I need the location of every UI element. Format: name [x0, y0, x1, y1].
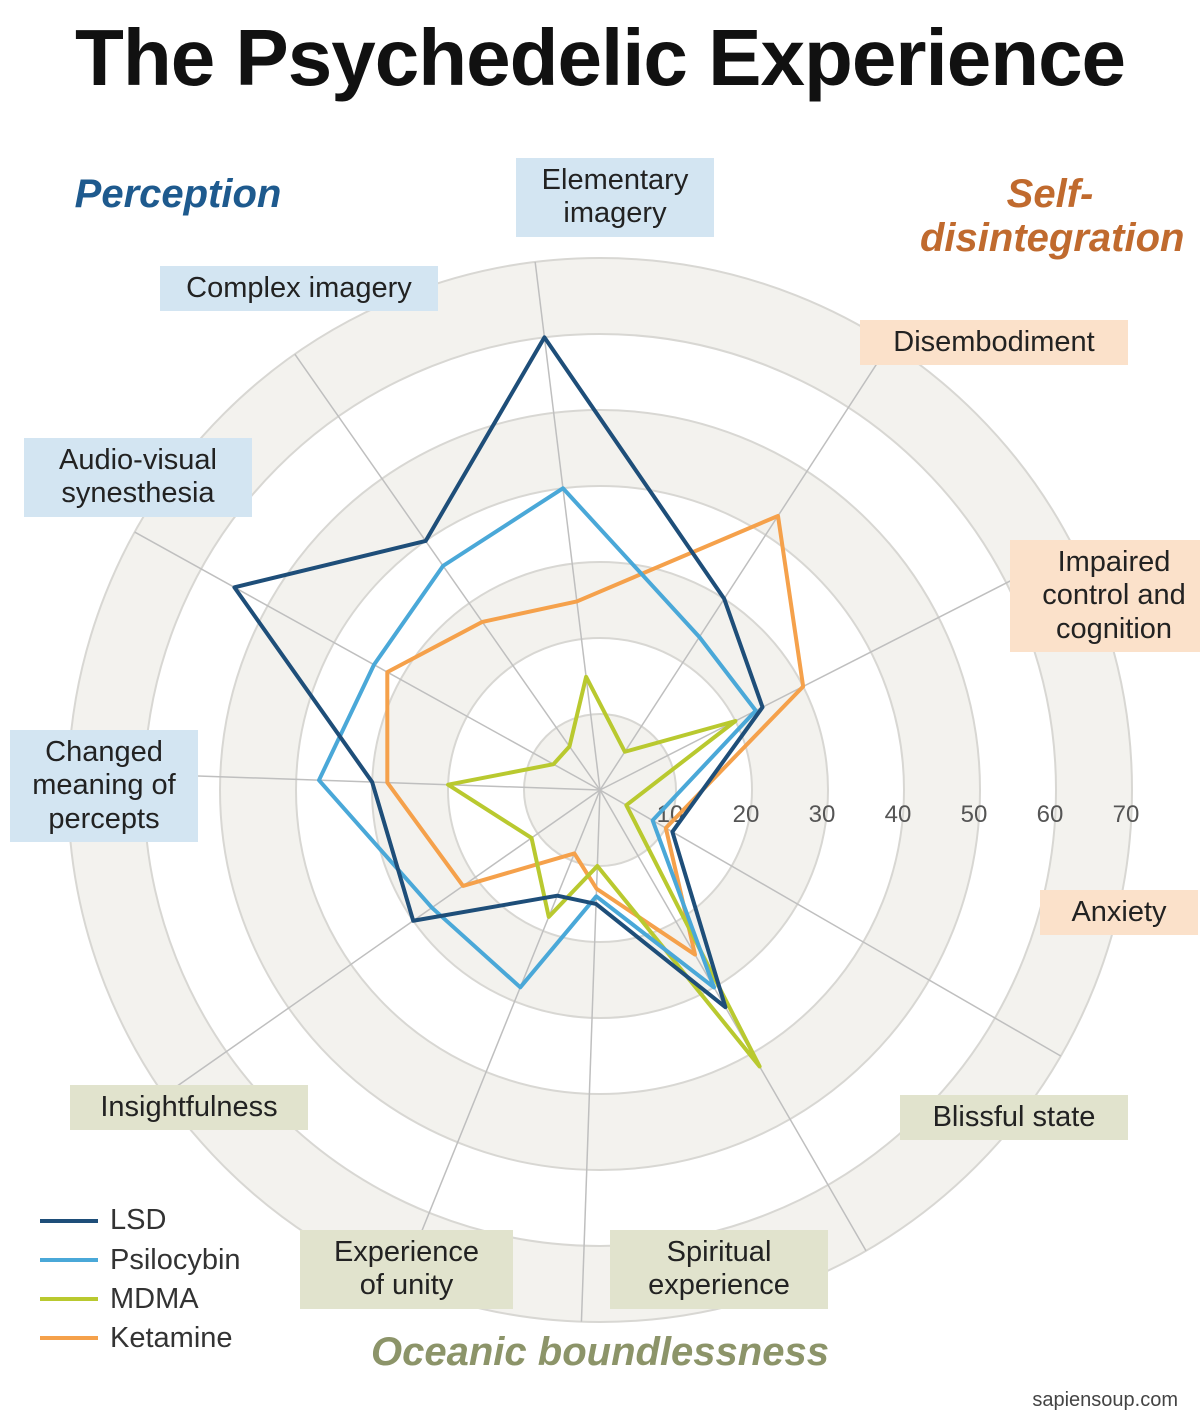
chart-title: The Psychedelic Experience — [0, 12, 1200, 104]
footer-credit: sapiensoup.com — [1032, 1389, 1178, 1412]
legend-swatch — [40, 1219, 98, 1223]
legend-label: MDMA — [110, 1280, 199, 1319]
axis-label-spiritual-experience: Spiritual experience — [610, 1230, 828, 1309]
section-label-perception: Perception — [48, 172, 308, 216]
axis-label-blissful-state: Blissful state — [900, 1095, 1128, 1140]
radial-tick-label: 50 — [961, 801, 988, 828]
legend-item-ketamine: Ketamine — [40, 1319, 241, 1358]
axis-label-insightfulness: Insightfulness — [70, 1085, 308, 1130]
axis-label-disembodiment: Disembodiment — [860, 320, 1128, 365]
legend-label: LSD — [110, 1201, 166, 1240]
radial-tick-label: 40 — [885, 801, 912, 828]
chart-stage: The Psychedelic Experience Perception Se… — [0, 0, 1200, 1428]
radial-tick-label: 60 — [1037, 801, 1064, 828]
section-label-oceanic: Oceanic boundlessness — [350, 1330, 850, 1374]
legend: LSDPsilocybinMDMAKetamine — [40, 1201, 241, 1358]
legend-swatch — [40, 1258, 98, 1262]
legend-item-psilocybin: Psilocybin — [40, 1241, 241, 1280]
axis-label-experience-of-unity: Experience of unity — [300, 1230, 513, 1309]
radial-tick-label: 20 — [733, 801, 760, 828]
axis-label-impaired-control: Impaired control and cognition — [1010, 540, 1200, 652]
legend-label: Psilocybin — [110, 1241, 241, 1280]
axis-label-audiovisual-syn: Audio-visual synesthesia — [24, 438, 252, 517]
legend-swatch — [40, 1297, 98, 1301]
axis-label-changed-meaning: Changed meaning of percepts — [10, 730, 198, 842]
axis-label-complex-imagery: Complex imagery — [160, 266, 438, 311]
legend-swatch — [40, 1336, 98, 1340]
radial-tick-label: 70 — [1113, 801, 1140, 828]
axis-label-elementary-imagery: Elementary imagery — [516, 158, 714, 237]
legend-item-lsd: LSD — [40, 1201, 241, 1240]
legend-item-mdma: MDMA — [40, 1280, 241, 1319]
radial-tick-label: 30 — [809, 801, 836, 828]
section-label-self-disintegration: Self- disintegration — [920, 172, 1180, 260]
axis-label-anxiety: Anxiety — [1040, 890, 1198, 935]
legend-label: Ketamine — [110, 1319, 233, 1358]
